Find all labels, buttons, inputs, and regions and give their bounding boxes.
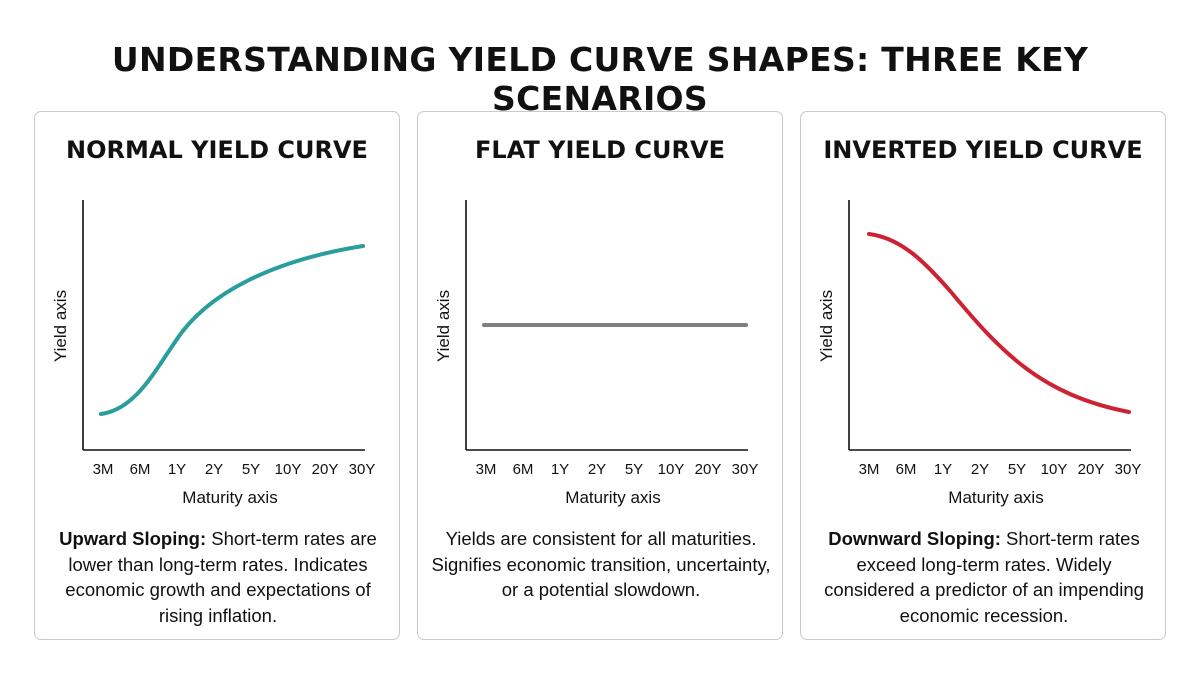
x-tick-label: 6M: [513, 461, 534, 478]
x-axis-label: Maturity axis: [182, 488, 277, 507]
x-tick-label: 5Y: [242, 461, 260, 478]
x-tick-label: 30Y: [1115, 461, 1142, 478]
x-tick-label: 1Y: [168, 461, 186, 478]
panel-title: INVERTED YIELD CURVE: [823, 136, 1143, 164]
panel-description: Upward Sloping: Short-term rates are low…: [45, 526, 391, 628]
panel-description: Downward Sloping: Short-term rates excee…: [811, 526, 1157, 628]
normal-yield-chart: 3M 6M 1Y 2Y 5Y 10Y 20Y 30Y Maturity axis Yield ax…: [51, 200, 376, 507]
x-tick-label: 20Y: [695, 461, 722, 478]
x-tick-label: 20Y: [1078, 461, 1105, 478]
x-tick-label: 3M: [859, 461, 880, 478]
x-tick-label: 3M: [93, 461, 114, 478]
panel-title: FLAT YIELD CURVE: [475, 136, 725, 164]
description-text: Yields are consistent for all maturities…: [431, 528, 771, 600]
x-tick-label: 5Y: [625, 461, 643, 478]
description-text: Short-term rates exceed long-term rates.…: [824, 528, 1144, 626]
x-tick-label: 6M: [896, 461, 917, 478]
x-tick-label: 20Y: [312, 461, 339, 478]
x-tick-label: 10Y: [1041, 461, 1068, 478]
inverted-yield-chart: 3M 6M 1Y 2Y 5Y 10Y 20Y 30Y Maturity axis Yield ax…: [817, 200, 1142, 507]
description-text: Short-term rates are lower than long-ter…: [65, 528, 377, 626]
description-bold: Downward Sloping:: [828, 528, 1001, 549]
x-tick-label: 1Y: [934, 461, 952, 478]
y-axis-label: Yield axis: [51, 290, 70, 362]
y-axis-label: Yield axis: [817, 290, 836, 362]
x-tick-label: 10Y: [275, 461, 302, 478]
x-tick-label: 1Y: [551, 461, 569, 478]
panel-inverted: INVERTED YIELD CURVE 3M 6M 1Y 2Y 5Y 10Y 20Y 30Y…: [800, 111, 1166, 640]
x-axis-label: Maturity axis: [948, 488, 1043, 507]
description-bold: Upward Sloping:: [59, 528, 207, 549]
x-tick-label: 3M: [476, 461, 497, 478]
yield-curve-line: [99, 244, 365, 416]
x-tick-label: 2Y: [205, 461, 223, 478]
x-tick-label: 2Y: [971, 461, 989, 478]
x-tick-label: 2Y: [588, 461, 606, 478]
panel-description: Yields are consistent for all maturities…: [428, 526, 774, 603]
panel-normal: NORMAL YIELD CURVE 3M 6M 1Y 2Y 5Y 10Y 20Y 30Y Ma…: [34, 111, 400, 640]
page-title: UNDERSTANDING YIELD CURVE SHAPES: THREE …: [111, 40, 1089, 118]
x-tick-label: 10Y: [658, 461, 685, 478]
panel-title: NORMAL YIELD CURVE: [66, 136, 368, 164]
panel-flat: FLAT YIELD CURVE 3M 6M 1Y 2Y 5Y 10Y 20Y 30Y Matu…: [417, 111, 783, 640]
y-axis-label: Yield axis: [434, 290, 453, 362]
flat-yield-chart: 3M 6M 1Y 2Y 5Y 10Y 20Y 30Y Maturity axis Yield ax…: [434, 200, 759, 507]
x-tick-label: 30Y: [349, 461, 376, 478]
yield-curve-line: [867, 232, 1131, 414]
x-axis-label: Maturity axis: [565, 488, 660, 507]
x-tick-label: 5Y: [1008, 461, 1026, 478]
x-tick-label: 30Y: [732, 461, 759, 478]
x-tick-label: 6M: [130, 461, 151, 478]
